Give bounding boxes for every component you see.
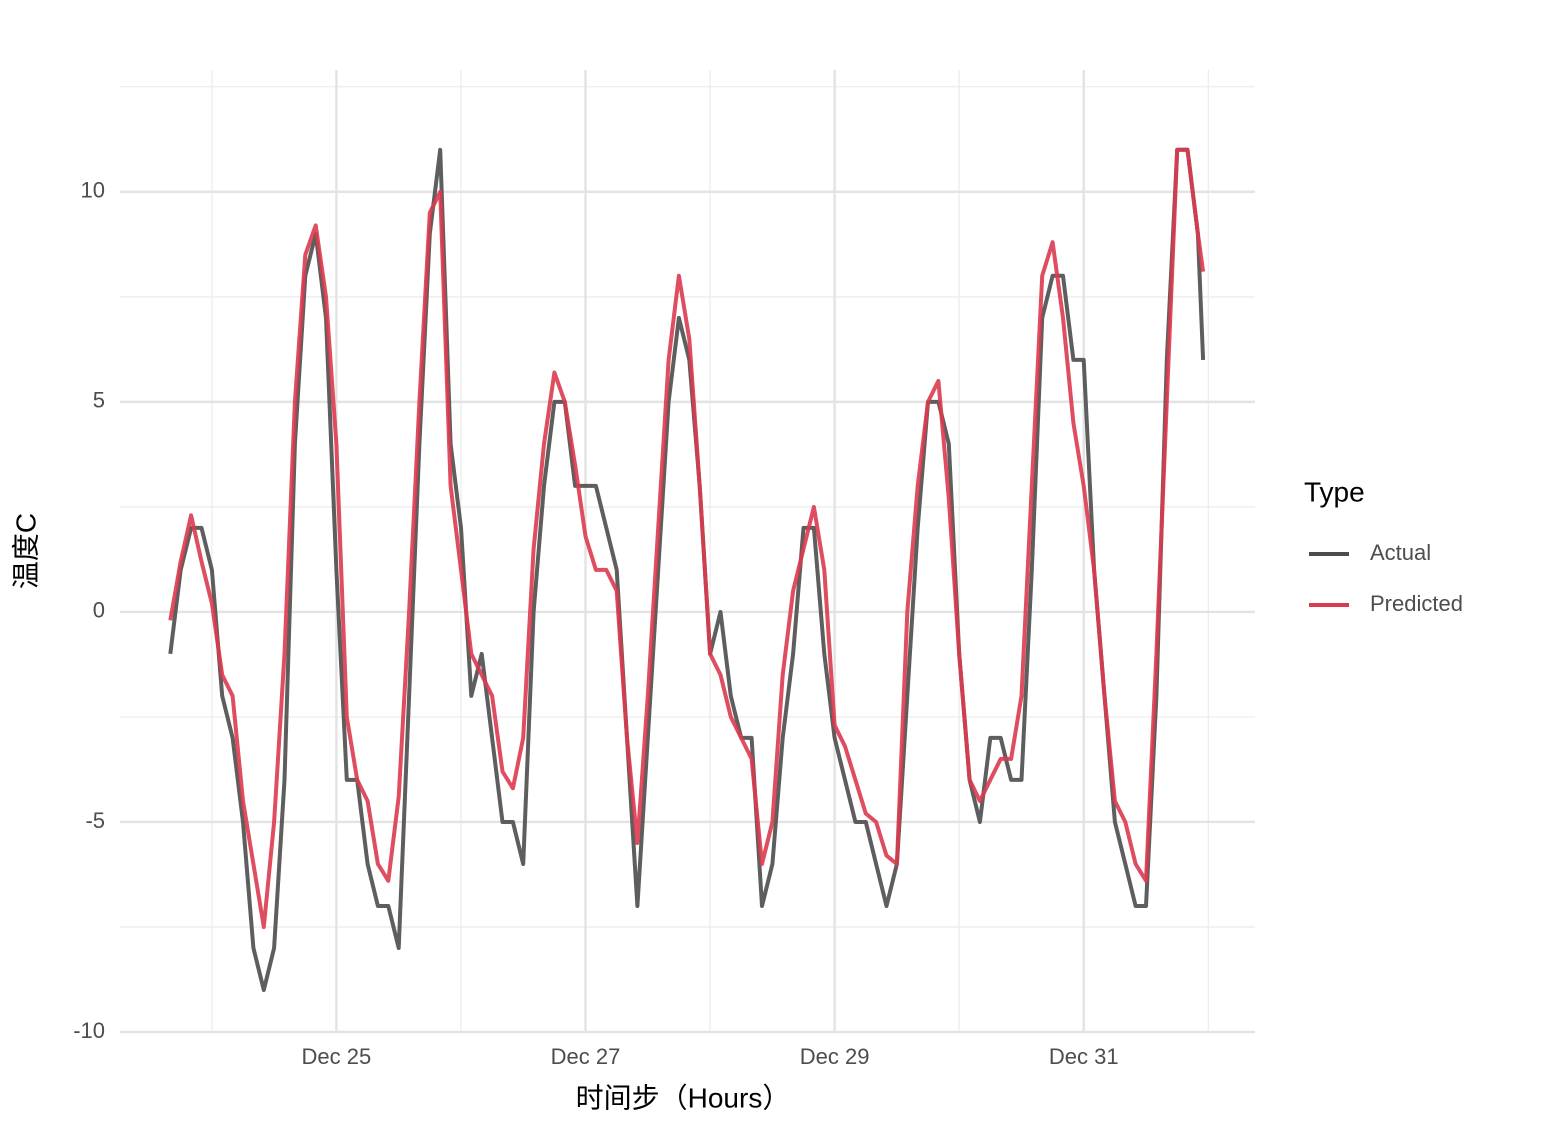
legend-label: Actual: [1370, 540, 1431, 565]
y-tick-label: -5: [85, 808, 105, 833]
x-tick-label: Dec 29: [800, 1044, 870, 1069]
y-axis-title: 温度C: [10, 513, 41, 589]
x-axis-title: 时间步（Hours）: [576, 1082, 791, 1113]
y-tick-label: 5: [93, 388, 105, 413]
series-line: [168, 147, 1206, 929]
y-tick-label: -10: [73, 1018, 105, 1043]
y-tick-label: 10: [81, 178, 105, 203]
x-tick-label: Dec 25: [302, 1044, 372, 1069]
legend-label: Predicted: [1370, 591, 1463, 616]
legend-title: Type: [1304, 476, 1365, 507]
y-tick-label: 0: [93, 598, 105, 623]
x-tick-label: Dec 31: [1049, 1044, 1119, 1069]
x-tick-label: Dec 27: [551, 1044, 621, 1069]
series-line: [168, 147, 1206, 992]
